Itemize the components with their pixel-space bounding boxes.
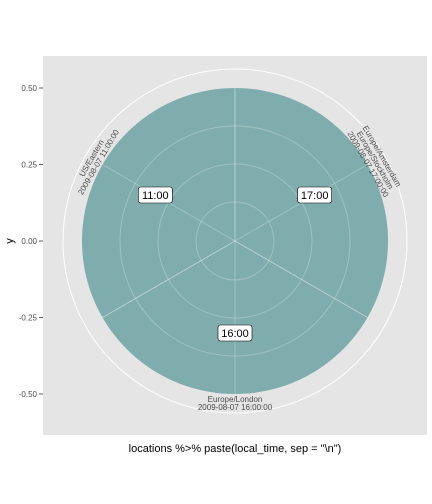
- grid-ring-1: [157, 163, 313, 319]
- pie-slice-1: [102, 241, 368, 394]
- data-label-0: 17:00: [301, 190, 329, 202]
- data-label-1: 16:00: [221, 328, 249, 340]
- y-tick-label: -0.50: [19, 390, 38, 399]
- y-tick-label: 0.50: [21, 84, 37, 93]
- slice-boundary-2: [102, 240, 236, 318]
- y-tick-label: 0.00: [21, 237, 37, 246]
- data-label-box-2: [138, 186, 173, 204]
- pie-slices: [82, 88, 388, 394]
- category-label-line: 2009-08-07 16:00:00: [198, 403, 273, 412]
- data-labels: 17:00 16:00 11:00: [138, 186, 332, 342]
- y-axis-ticks: 0.50 0.25 0.00 -0.25 -0.50: [19, 84, 43, 399]
- x-axis-title: locations %>% paste(local_time, sep = "\…: [129, 443, 342, 455]
- data-label-box-0: [297, 186, 332, 204]
- y-tick-label: -0.25: [19, 314, 38, 323]
- data-label-box-1: [217, 324, 253, 342]
- slice-boundary-1: [234, 240, 368, 318]
- data-label-2: 11:00: [142, 190, 169, 202]
- grid-ring-0: [195, 201, 275, 281]
- outer-grid-circle: [62, 68, 408, 414]
- polar-grid: [62, 68, 408, 414]
- grid-ring-2: [119, 125, 351, 357]
- y-axis-title: y: [4, 238, 16, 244]
- y-tick-label: 0.25: [21, 161, 37, 170]
- category-label-line: Europe/London: [208, 395, 263, 404]
